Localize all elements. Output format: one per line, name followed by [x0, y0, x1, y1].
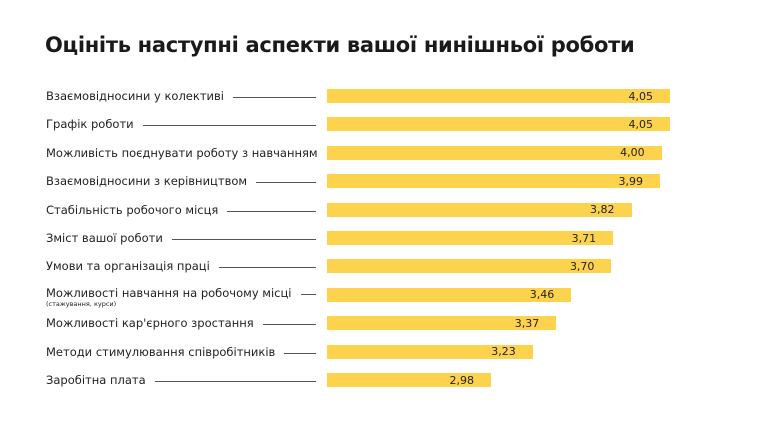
bar — [327, 202, 632, 217]
category-sublabel: (стажування, курси) — [46, 299, 117, 308]
category-label: Взаємовідносини у колективі — [46, 89, 224, 103]
data-label: 3,46 — [529, 288, 555, 302]
category-label: Умови та організація праці — [46, 259, 210, 274]
bar — [327, 373, 491, 387]
leader-line — [300, 293, 316, 295]
leader-line — [171, 239, 316, 240]
bar — [327, 89, 670, 103]
data-label: 3,37 — [514, 316, 540, 330]
category-label: Заробітна плата — [46, 373, 146, 387]
category-label: Взаємовідносини з керівництвом — [46, 174, 248, 189]
data-label: 4,00 — [620, 146, 645, 160]
leader-line — [142, 125, 316, 127]
leader-line — [232, 97, 316, 98]
category-label: Методи стимулювання співробітників — [46, 344, 276, 359]
data-label: 3,23 — [491, 345, 516, 359]
bar — [327, 145, 662, 160]
data-label: 3,99 — [618, 174, 643, 188]
data-label: 4,05 — [628, 117, 654, 131]
leader-line — [227, 210, 316, 212]
category-label: Зміст вашої роботи — [46, 231, 163, 245]
chart-title: Оцініть наступні аспекти вашої нинішньої… — [45, 33, 635, 57]
data-label: 3,82 — [590, 203, 615, 217]
leader-line — [262, 324, 316, 326]
category-label: Можливості кар'єрного зростання — [46, 316, 254, 331]
bar — [327, 287, 572, 302]
leader-line — [218, 267, 316, 269]
category-label: Графік роботи — [46, 117, 134, 132]
bar — [327, 117, 670, 132]
leader-line — [154, 381, 316, 382]
bar — [327, 259, 612, 274]
bar — [327, 344, 533, 359]
bar — [327, 174, 660, 189]
data-label: 3,71 — [571, 231, 597, 245]
data-label: 2,98 — [449, 373, 474, 387]
bar — [327, 231, 614, 245]
data-label: 3,70 — [569, 259, 595, 273]
bar — [327, 316, 557, 331]
data-label: 4,05 — [628, 89, 654, 103]
category-label: Стабільність робочого місця — [46, 202, 219, 217]
category-label: Можливості навчання на робочому місці — [46, 285, 292, 300]
leader-line — [284, 352, 316, 354]
leader-line — [256, 182, 316, 184]
category-label: Можливість поєднувати роботу з навчанням — [46, 145, 318, 160]
